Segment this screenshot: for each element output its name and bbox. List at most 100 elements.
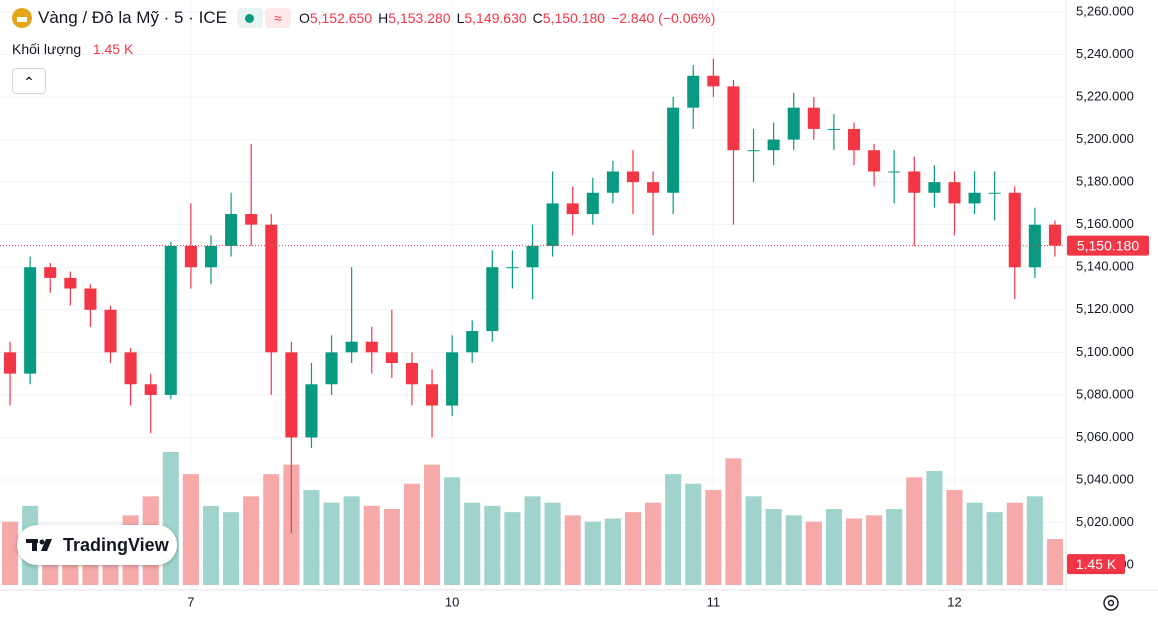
status-badge[interactable] bbox=[236, 8, 263, 28]
candle-body bbox=[807, 107, 820, 129]
candle-body bbox=[184, 245, 197, 268]
y-tick-label: 5,120.000 bbox=[1076, 301, 1134, 316]
candle-body bbox=[405, 362, 418, 385]
candle-body bbox=[305, 384, 318, 438]
volume-bar bbox=[705, 490, 722, 585]
symbol-icon bbox=[12, 8, 32, 28]
volume-bar bbox=[524, 496, 541, 585]
candle-body bbox=[325, 352, 338, 385]
y-tick-label: 5,080.000 bbox=[1076, 386, 1134, 401]
close-value: 5,150.180 bbox=[542, 10, 606, 26]
volume-tag-label: 1.45 K bbox=[1076, 556, 1117, 572]
candle-body bbox=[426, 384, 439, 406]
candle-body bbox=[928, 182, 941, 193]
candle-body bbox=[466, 331, 479, 353]
collapse-button[interactable]: ⌃ bbox=[12, 68, 46, 94]
candle-body bbox=[204, 245, 218, 268]
candle-body bbox=[526, 245, 539, 268]
volume-bar bbox=[243, 496, 260, 585]
candle-body bbox=[265, 224, 278, 353]
volume-bar bbox=[263, 474, 280, 585]
y-tick-label: 5,100.000 bbox=[1076, 344, 1134, 359]
candle-body bbox=[827, 128, 840, 130]
logo[interactable]: TradingView bbox=[17, 525, 177, 565]
volume-bar bbox=[745, 496, 762, 585]
high-value: 5,153.280 bbox=[388, 10, 451, 26]
volume-bar bbox=[182, 474, 199, 585]
y-tick-label: 5,040.000 bbox=[1076, 471, 1134, 486]
volume-bar bbox=[444, 477, 461, 585]
data-badge[interactable]: ≈ bbox=[264, 8, 291, 28]
candle-body bbox=[667, 107, 680, 193]
settings-icon bbox=[1103, 595, 1119, 611]
symbol-title: Vàng / Đô la Mỹ · 5 · ICE bbox=[38, 8, 227, 27]
volume-bars bbox=[2, 452, 1063, 585]
candle-body bbox=[24, 267, 37, 374]
y-tick-label: 5,240.000 bbox=[1076, 46, 1134, 61]
y-tick-label: 5,180.000 bbox=[1076, 174, 1134, 189]
candle-body bbox=[747, 150, 760, 152]
volume-bar bbox=[685, 483, 702, 585]
volume-bar bbox=[1026, 496, 1043, 585]
candle-body bbox=[124, 352, 137, 385]
volume-bar bbox=[423, 464, 441, 585]
candle-body bbox=[968, 192, 981, 204]
volume-bar bbox=[825, 509, 842, 585]
y-tick-label: 5,200.000 bbox=[1076, 131, 1134, 146]
candle-body bbox=[84, 288, 97, 310]
candle-body bbox=[486, 267, 499, 332]
candle-body bbox=[948, 182, 961, 204]
candle-body bbox=[707, 75, 720, 87]
volume-bar bbox=[946, 490, 963, 585]
open-label: O bbox=[298, 10, 310, 26]
volume-bar bbox=[926, 471, 943, 585]
volume-bar bbox=[363, 505, 380, 585]
volume-bar bbox=[303, 490, 320, 585]
close-label: C bbox=[532, 10, 543, 26]
volume-bar bbox=[383, 509, 400, 585]
volume-bar bbox=[604, 518, 621, 585]
high-label: H bbox=[378, 10, 389, 26]
logo-text: TradingView bbox=[63, 534, 169, 555]
y-tick-label: 5,260.000 bbox=[1076, 3, 1134, 18]
candle-body bbox=[104, 309, 117, 353]
low-label: L bbox=[456, 10, 465, 26]
candle-body bbox=[988, 192, 1001, 194]
volume-bar bbox=[403, 483, 420, 585]
volume-bar bbox=[464, 502, 481, 585]
volume-bar bbox=[202, 505, 220, 585]
candle-body bbox=[566, 203, 579, 215]
candle-body bbox=[1008, 192, 1021, 268]
candle-body bbox=[385, 352, 398, 363]
y-tick-label: 5,220.000 bbox=[1076, 88, 1134, 103]
candle-body bbox=[345, 341, 358, 353]
settings-button[interactable] bbox=[1103, 595, 1119, 611]
candle-body bbox=[868, 150, 881, 172]
low-value: 5,149.630 bbox=[464, 10, 527, 26]
volume-tag bbox=[1067, 554, 1125, 575]
candle-body bbox=[164, 245, 177, 395]
volume-bar bbox=[805, 521, 822, 585]
candle-body bbox=[586, 192, 599, 215]
volume-bar bbox=[484, 505, 501, 585]
logo-icon bbox=[26, 539, 52, 551]
volume-bar bbox=[1046, 539, 1063, 585]
candle-body bbox=[285, 352, 298, 438]
volume-bar bbox=[966, 502, 983, 585]
candle-body bbox=[44, 267, 57, 278]
candle-body bbox=[144, 384, 157, 395]
candle-body bbox=[64, 277, 77, 289]
candle-body bbox=[4, 352, 17, 374]
volume-bar bbox=[2, 521, 19, 585]
volume-bar bbox=[765, 509, 782, 585]
candle-body bbox=[245, 214, 258, 225]
legend: Vàng / Đô la Mỹ · 5 · ICE ≈ O 5,152.650 H… bbox=[12, 8, 715, 28]
x-tick-label: 11 bbox=[707, 594, 721, 609]
y-tick-label: 5,020.000 bbox=[1076, 514, 1134, 529]
volume-bar bbox=[343, 496, 360, 585]
change-value: −2.840 (−0.06%) bbox=[611, 10, 716, 26]
y-tick-label: 5,160.000 bbox=[1076, 216, 1134, 231]
settings-icon-center bbox=[1107, 599, 1115, 607]
x-tick-label: 10 bbox=[445, 594, 459, 609]
